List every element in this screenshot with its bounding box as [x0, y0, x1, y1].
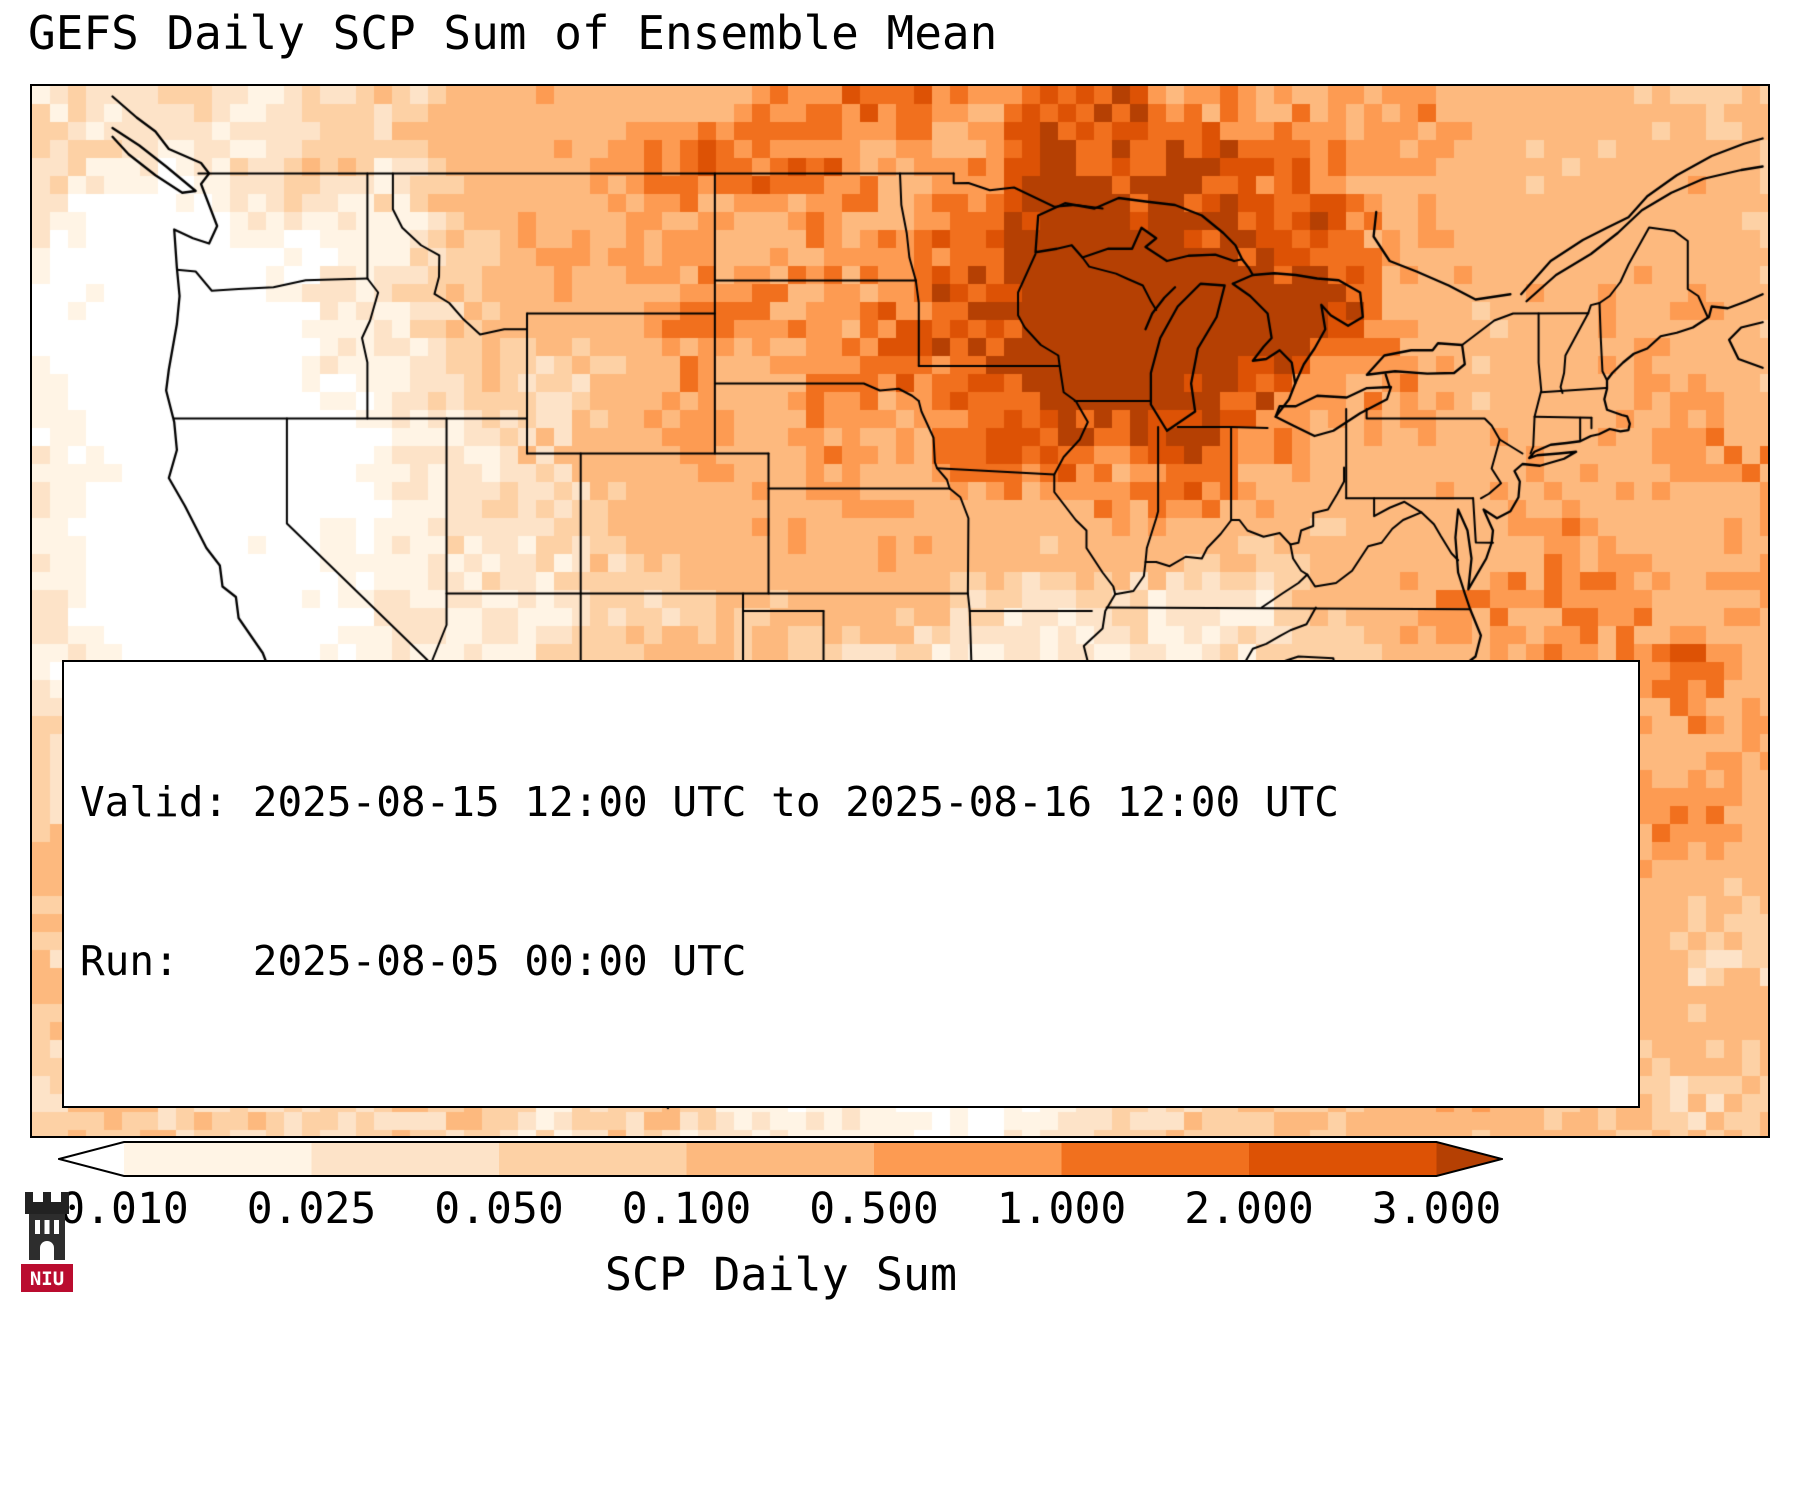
colorbar-tick-label: 0.050	[434, 1184, 564, 1234]
colorbar-tick-label: 0.500	[809, 1184, 939, 1234]
niu-banner	[21, 1264, 73, 1292]
colorbar-tick-label: 0.100	[621, 1184, 752, 1234]
valid-run-info-box: Valid: 2025-08-15 12:00 UTC to 2025-08-1…	[62, 660, 1640, 1108]
colorbar-under-arrow	[59, 1142, 124, 1176]
colorbar-tick-labels: 0.010 0.025 0.050 0.100 0.500 1.000 2.000 3.000	[0, 1184, 1803, 1244]
colorbar-segment	[1061, 1142, 1250, 1176]
colorbar-outline	[55, 1141, 1506, 1177]
colorbar-segment	[499, 1142, 688, 1176]
colorbar-label: SCP Daily Sum	[604, 1248, 958, 1301]
valid-time-text: Valid: 2025-08-15 12:00 UTC to 2025-08-1…	[80, 778, 1339, 826]
colorbar-tick-label: 1.000	[996, 1184, 1127, 1234]
run-time-text: Run: 2025-08-05 00:00 UTC	[80, 937, 747, 985]
niu-text: NIU	[30, 1268, 64, 1290]
colorbar-svg	[55, 1141, 1506, 1177]
castle-icon	[25, 1192, 69, 1260]
colorbar-over-arrow	[1436, 1142, 1502, 1176]
colorbar-segment	[124, 1142, 313, 1176]
colorbar-segment	[686, 1142, 875, 1176]
colorbar-segment	[874, 1142, 1063, 1176]
colorbar-tick-label: 0.010	[59, 1184, 189, 1234]
colorbar-tick-label: 2.000	[1184, 1184, 1314, 1234]
colorbar-segment	[311, 1142, 500, 1176]
niu-logo: NIU	[21, 1192, 73, 1292]
map-panel: Valid: 2025-08-15 12:00 UTC to 2025-08-1…	[30, 84, 1770, 1138]
page-title: GEFS Daily SCP Sum of Ensemble Mean	[28, 6, 998, 60]
colorbar-tick-label: 0.025	[246, 1184, 377, 1234]
colorbar-segment	[1249, 1142, 1438, 1176]
colorbar	[55, 1141, 1506, 1177]
colorbar-tick-label: 3.000	[1371, 1184, 1502, 1234]
